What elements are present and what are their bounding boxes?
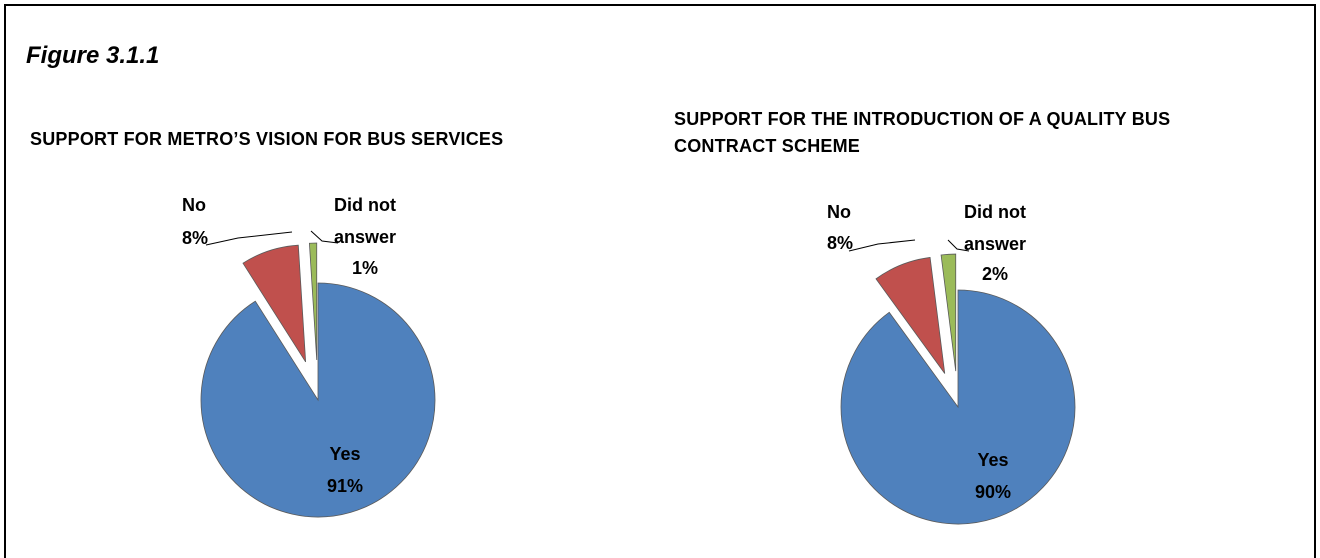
pie-0-label-2-1: answer	[334, 227, 396, 247]
chart-title-right-line-2: CONTRACT SCHEME	[674, 136, 860, 156]
pie-0-leader-2	[310, 230, 339, 244]
chart-title-right: SUPPORT FOR THE INTRODUCTION OF A QUALIT…	[674, 106, 1170, 160]
pie-0-leader-1	[205, 231, 293, 246]
pie-1-leader-1	[848, 239, 916, 252]
pie-1-label-1-1: 8%	[827, 233, 853, 253]
figure-label: Figure 3.1.1	[26, 42, 160, 69]
pie-1-label-2-0: Did not	[964, 202, 1026, 222]
pie-1-label-2-1: answer	[964, 234, 1026, 254]
pie-0-label-1-1: 8%	[182, 228, 208, 248]
pie-0-label-0-0: Yes	[329, 444, 360, 464]
pie-1-slice-2	[940, 253, 957, 372]
pie-0-slice-2	[308, 242, 318, 361]
chart-title-right-line-1: SUPPORT FOR THE INTRODUCTION OF A QUALIT…	[674, 109, 1171, 129]
pie-1-label-2-2: 2%	[982, 264, 1008, 284]
figure-frame	[4, 4, 1316, 558]
pie-1-leader-2	[947, 239, 970, 252]
pie-1-label-0-1: 90%	[975, 482, 1011, 502]
pie-1-label-1-0: No	[827, 202, 851, 222]
pie-0-label-2-2: 1%	[352, 258, 378, 278]
pie-0-label-2-0: Did not	[334, 195, 396, 215]
pie-0-label-1-0: No	[182, 195, 206, 215]
chart-title-left: SUPPORT FOR METRO’S VISION FOR BUS SERVI…	[30, 129, 504, 149]
pie-0-label-0-1: 91%	[327, 476, 363, 496]
pie-0-slice-1	[242, 244, 307, 363]
pie-0-slice-0	[200, 282, 436, 518]
pie-1-slice-0	[840, 289, 1076, 525]
pie-1-slice-1	[875, 257, 946, 374]
pie-1-label-0-0: Yes	[977, 450, 1008, 470]
